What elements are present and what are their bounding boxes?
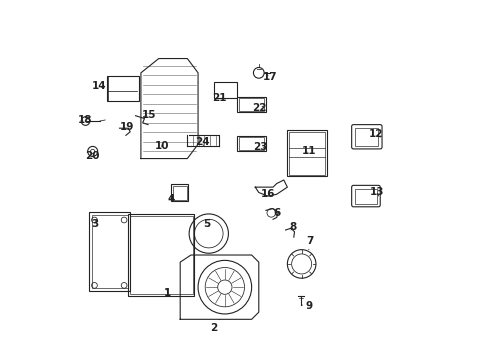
Text: 15: 15 bbox=[141, 110, 156, 120]
Text: 17: 17 bbox=[263, 72, 277, 82]
Text: 7: 7 bbox=[305, 237, 312, 249]
Bar bbox=[89, 212, 130, 291]
Text: 20: 20 bbox=[85, 151, 100, 161]
Text: 8: 8 bbox=[289, 222, 296, 232]
Text: 18: 18 bbox=[78, 115, 93, 125]
Bar bbox=[173, 186, 186, 200]
Text: 13: 13 bbox=[369, 187, 384, 197]
Text: 14: 14 bbox=[91, 81, 106, 91]
Text: 1: 1 bbox=[164, 288, 171, 297]
Text: 6: 6 bbox=[273, 208, 281, 218]
Text: 21: 21 bbox=[212, 93, 226, 103]
Text: 19: 19 bbox=[120, 122, 134, 132]
Text: 10: 10 bbox=[154, 141, 168, 152]
Bar bbox=[287, 130, 326, 176]
Text: 3: 3 bbox=[91, 219, 99, 229]
Text: 2: 2 bbox=[210, 319, 219, 333]
Bar bbox=[214, 82, 237, 98]
Bar bbox=[239, 138, 264, 150]
Bar bbox=[237, 97, 265, 112]
Text: 9: 9 bbox=[301, 301, 312, 311]
Text: 16: 16 bbox=[260, 189, 275, 199]
Bar bbox=[288, 132, 324, 175]
Text: 22: 22 bbox=[252, 103, 266, 113]
Bar bbox=[237, 136, 265, 152]
Bar bbox=[91, 215, 127, 288]
Text: 5: 5 bbox=[203, 219, 210, 229]
Bar bbox=[354, 189, 376, 203]
Bar bbox=[128, 214, 194, 296]
Text: 24: 24 bbox=[195, 137, 209, 147]
Bar bbox=[354, 128, 378, 146]
Bar bbox=[130, 216, 192, 294]
Bar bbox=[171, 184, 188, 202]
Bar bbox=[239, 98, 264, 111]
Text: 4: 4 bbox=[167, 194, 174, 204]
Bar bbox=[107, 76, 139, 102]
Text: 12: 12 bbox=[367, 129, 382, 139]
Text: 11: 11 bbox=[302, 146, 316, 156]
Text: 23: 23 bbox=[253, 143, 267, 153]
